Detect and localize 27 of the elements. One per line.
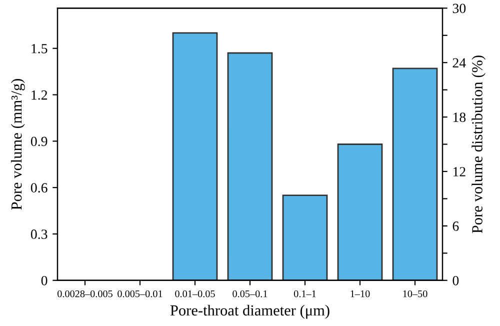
- y2-tick-label: 30: [452, 4, 466, 14]
- x-tick-label: 10–50: [403, 290, 428, 298]
- x-tick-label: 0.05–0.1: [232, 290, 268, 298]
- y-tick-label: 0.3: [30, 230, 48, 239]
- y-tick-label: 1.2: [32, 90, 48, 100]
- x-axis-title: Pore-throat diameter (μm): [170, 304, 330, 319]
- y2-tick-label: 0: [452, 276, 459, 286]
- y-tick-label: 0.9: [30, 136, 48, 146]
- bar: [337, 144, 383, 280]
- y-tick-label: 1.5: [32, 44, 48, 54]
- bar: [227, 52, 273, 280]
- y-tick-label: 0: [41, 276, 48, 286]
- bar: [392, 68, 438, 280]
- y2-axis-title: Pore volume distribution (%): [472, 56, 486, 234]
- y2-tick-label: 12: [453, 167, 466, 176]
- y-tick-label: 0.6: [30, 183, 48, 193]
- y2-tick-label: 24: [452, 58, 466, 68]
- y2-tick-label: 18: [453, 112, 466, 122]
- x-tick-label: 0.0028–0.005: [58, 290, 112, 298]
- x-tick-label: 0.1–1: [294, 290, 316, 298]
- x-tick-label: 0.01–0.05: [175, 290, 215, 298]
- y-axis-title: Pore volume (mm³/g): [10, 78, 25, 210]
- y2-tick-label: 6: [452, 222, 459, 231]
- bar: [172, 32, 218, 280]
- x-tick-label: 0.005–0.01: [118, 290, 162, 298]
- bar: [282, 194, 328, 280]
- x-tick-label: 1–10: [350, 290, 370, 298]
